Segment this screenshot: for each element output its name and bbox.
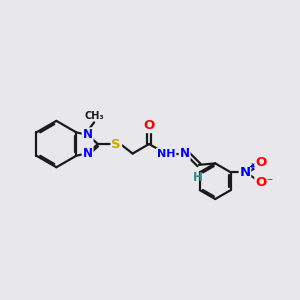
Text: N: N — [180, 147, 190, 160]
Text: O: O — [255, 176, 266, 189]
Text: N: N — [82, 128, 93, 141]
Text: N: N — [239, 166, 250, 179]
Text: O: O — [255, 156, 266, 169]
Text: ⁻: ⁻ — [266, 176, 273, 189]
Text: CH₃: CH₃ — [84, 111, 104, 121]
Text: O: O — [143, 119, 155, 132]
Text: +: + — [248, 162, 254, 171]
Text: S: S — [112, 138, 121, 151]
Text: NH: NH — [157, 148, 176, 159]
Text: N: N — [82, 147, 93, 160]
Text: H: H — [193, 171, 202, 184]
